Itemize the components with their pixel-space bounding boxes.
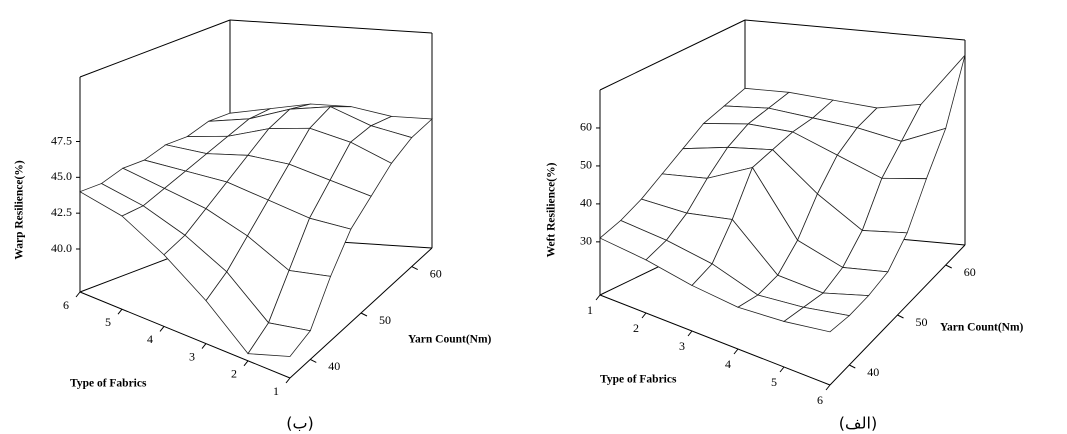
floor-edge [79, 291, 291, 379]
surface-chart: 1 2 3 4 5 6 40 50 60 40.0 42.5 45.0 47.5 Type of Fabr… [14, 19, 492, 433]
z-tick-label: 47.5 [51, 133, 72, 147]
x-axis-label: Type of Fabrics [70, 378, 147, 390]
box-edge [79, 19, 231, 78]
panel-caption: (ب) [286, 414, 314, 433]
z-tick-label: 42.5 [51, 205, 72, 219]
x-tick-label: 2 [231, 367, 237, 381]
x-tick-label: 6 [63, 298, 69, 312]
x-tick [687, 330, 693, 337]
x-tick-label: 3 [189, 349, 195, 363]
x-axis-label: Type of Fabrics [600, 374, 677, 386]
z-axis-label: Weft Resilience(%) [546, 162, 558, 257]
x-tick [641, 312, 647, 319]
z-tick-label: 30 [580, 234, 592, 248]
x-tick-label: 1 [587, 303, 593, 317]
box-edge [229, 19, 433, 34]
y-tick [849, 364, 856, 369]
x-tick [201, 343, 207, 349]
x-tick-label: 4 [147, 332, 153, 346]
box-edge [744, 19, 966, 41]
z-axis-label: Warp Resilience(%) [14, 160, 26, 259]
x-tick-label: 3 [679, 339, 685, 353]
x-tick [733, 348, 739, 355]
x-tick-label: 1 [273, 384, 279, 398]
z-tick-label: 45.0 [51, 169, 72, 183]
y-tick-label: 60 [430, 266, 442, 280]
y-tick [945, 264, 952, 269]
y-tick-label: 50 [916, 315, 928, 329]
x-tick [117, 308, 123, 315]
z-tick-label: 40 [580, 196, 592, 210]
y-tick-label: 40 [867, 365, 879, 379]
x-tick [779, 366, 785, 373]
surface-cell [783, 306, 851, 333]
y-tick [897, 314, 904, 319]
x-tick-label: 6 [817, 393, 823, 407]
x-tick-label: 2 [633, 321, 639, 335]
y-axis-label: Yarn Count(Nm) [408, 334, 492, 346]
surface-chart: 1 2 3 4 5 6 40 50 60 30 40 50 60 Type of Fabrics Yarn … [546, 19, 1024, 433]
x-tick [595, 294, 601, 301]
y-tick [411, 266, 418, 271]
surface-cell [247, 322, 312, 357]
x-tick [159, 326, 165, 332]
x-tick-label: 5 [105, 315, 111, 329]
z-tick-label: 40.0 [51, 241, 72, 255]
y-tick-label: 50 [379, 313, 391, 327]
floor-edge [599, 294, 831, 386]
panel-caption: (الف) [839, 414, 877, 433]
z-tick-label: 50 [580, 158, 592, 172]
y-tick [310, 358, 317, 363]
x-tick [243, 360, 249, 367]
surface-cell [900, 54, 966, 142]
z-tick-label: 60 [580, 120, 592, 134]
x-tick [75, 291, 81, 298]
x-tick-label: 5 [771, 375, 777, 389]
x-tick [825, 384, 831, 391]
y-tick-label: 60 [964, 265, 976, 279]
x-tick [285, 377, 291, 384]
y-axis-label: Yarn Count(Nm) [940, 322, 1024, 334]
y-tick [360, 312, 368, 317]
box-edge [599, 19, 746, 91]
y-tick-label: 40 [328, 359, 340, 373]
x-tick-label: 4 [725, 357, 731, 371]
